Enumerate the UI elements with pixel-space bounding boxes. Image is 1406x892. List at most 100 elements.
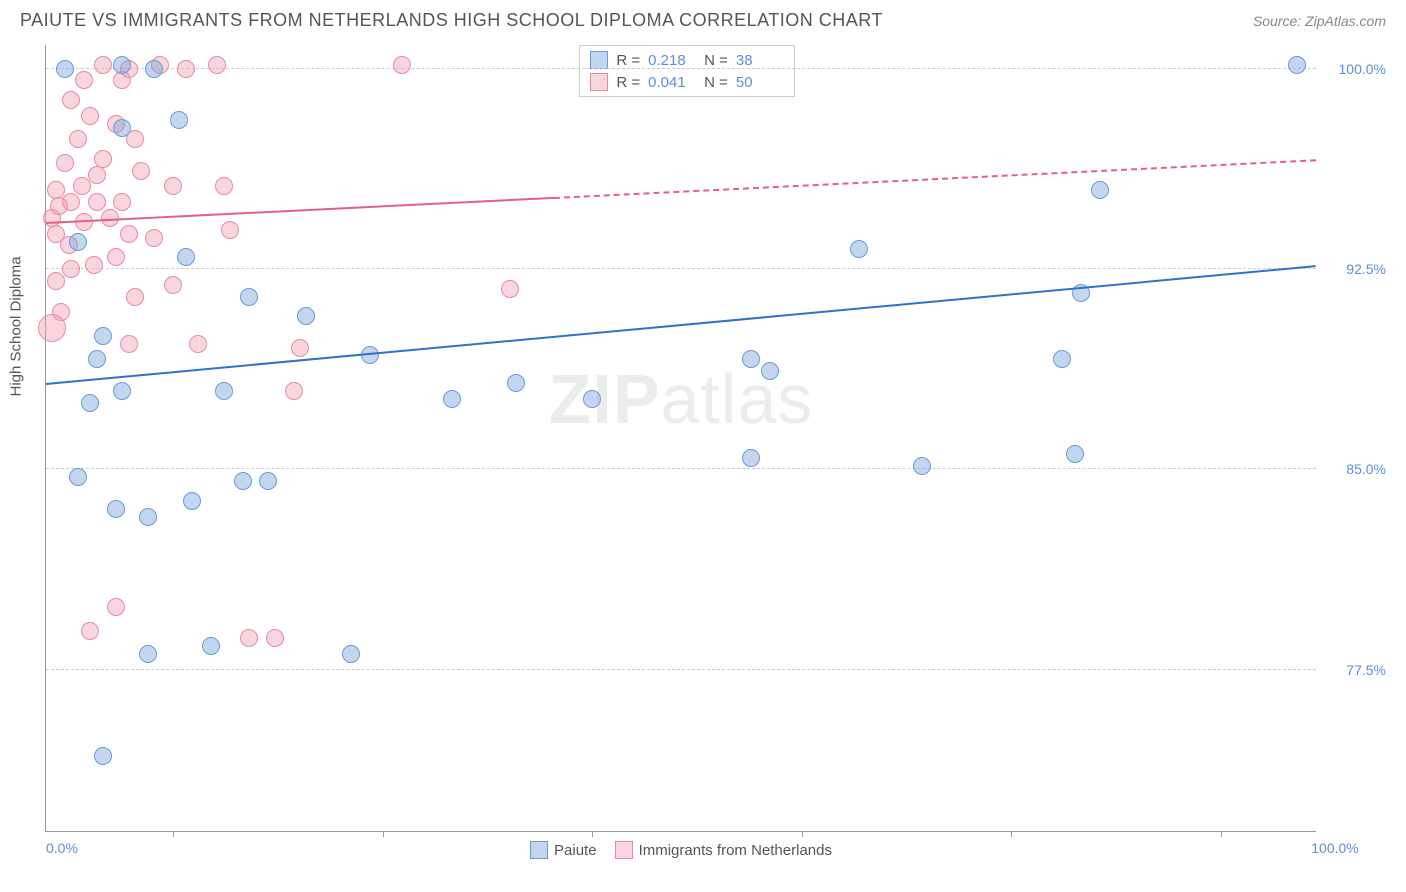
y-tick-label: 92.5% [1346, 261, 1386, 277]
y-axis-label: High School Diploma [8, 256, 25, 396]
data-point-blue [139, 508, 157, 526]
data-point-pink [221, 221, 239, 239]
data-point-pink [62, 260, 80, 278]
data-point-blue [761, 362, 779, 380]
n-value-blue: 38 [736, 52, 784, 69]
legend-label-blue: Paiute [554, 842, 597, 859]
data-point-blue [94, 327, 112, 345]
data-point-blue [113, 119, 131, 137]
data-point-pink [56, 154, 74, 172]
data-point-pink [132, 162, 150, 180]
data-point-blue [1288, 56, 1306, 74]
data-point-blue [56, 60, 74, 78]
data-point-blue [1066, 445, 1084, 463]
n-label: N = [704, 52, 728, 69]
data-point-pink [94, 56, 112, 74]
data-point-blue [850, 240, 868, 258]
grid-line [46, 268, 1316, 269]
y-tick-label: 77.5% [1346, 662, 1386, 678]
data-point-blue [297, 307, 315, 325]
swatch-blue-bottom [530, 841, 548, 859]
data-point-pink [208, 56, 226, 74]
data-point-pink [88, 166, 106, 184]
n-value-pink: 50 [736, 74, 784, 91]
data-point-pink [266, 629, 284, 647]
data-point-pink [120, 335, 138, 353]
data-point-blue [177, 248, 195, 266]
n-label: N = [704, 74, 728, 91]
data-point-pink [47, 181, 65, 199]
data-point-blue [81, 394, 99, 412]
data-point-blue [443, 390, 461, 408]
data-point-blue [913, 457, 931, 475]
data-point-blue [1091, 181, 1109, 199]
data-point-blue [507, 374, 525, 392]
data-point-pink [285, 382, 303, 400]
data-point-blue [145, 60, 163, 78]
data-point-pink [393, 56, 411, 74]
chart-plot-area: ZIPatlas High School Diploma R = 0.218 N… [45, 45, 1316, 832]
x-tick [383, 831, 384, 837]
data-point-pink [164, 177, 182, 195]
data-point-pink [240, 629, 258, 647]
data-point-pink [113, 71, 131, 89]
r-value-pink: 0.041 [648, 74, 696, 91]
data-point-pink [47, 272, 65, 290]
legend-label-pink: Immigrants from Netherlands [639, 842, 832, 859]
x-max-label: 100.0% [1311, 840, 1358, 856]
data-point-blue [240, 288, 258, 306]
data-point-pink [189, 335, 207, 353]
data-point-blue [170, 111, 188, 129]
r-value-blue: 0.218 [648, 52, 696, 69]
data-point-pink [177, 60, 195, 78]
data-point-pink [107, 598, 125, 616]
x-tick [173, 831, 174, 837]
data-point-pink [164, 276, 182, 294]
data-point-pink [215, 177, 233, 195]
source-label: Source: ZipAtlas.com [1253, 13, 1386, 29]
x-tick [802, 831, 803, 837]
data-point-blue [183, 492, 201, 510]
r-label: R = [616, 74, 640, 91]
x-tick [1011, 831, 1012, 837]
legend-item-blue: Paiute [530, 841, 597, 859]
legend-item-pink: Immigrants from Netherlands [615, 841, 832, 859]
data-point-blue [583, 390, 601, 408]
data-point-pink [73, 177, 91, 195]
data-point-pink [81, 107, 99, 125]
data-point-pink [62, 193, 80, 211]
data-point-pink [38, 314, 66, 342]
data-point-blue [742, 449, 760, 467]
data-point-pink [69, 130, 87, 148]
grid-line [46, 669, 1316, 670]
data-point-blue [215, 382, 233, 400]
data-point-blue [113, 382, 131, 400]
data-point-pink [126, 288, 144, 306]
data-point-blue [88, 350, 106, 368]
x-tick [1221, 831, 1222, 837]
legend-row-pink: R = 0.041 N = 50 [590, 71, 784, 93]
series-legend: Paiute Immigrants from Netherlands [530, 841, 832, 859]
data-point-blue [742, 350, 760, 368]
data-point-blue [202, 637, 220, 655]
x-min-label: 0.0% [46, 840, 78, 856]
chart-title: PAIUTE VS IMMIGRANTS FROM NETHERLANDS HI… [20, 10, 883, 31]
data-point-pink [107, 248, 125, 266]
data-point-blue [342, 645, 360, 663]
data-point-blue [94, 747, 112, 765]
data-point-blue [69, 468, 87, 486]
data-point-pink [75, 71, 93, 89]
grid-line [46, 68, 1316, 69]
data-point-pink [81, 622, 99, 640]
swatch-blue [590, 51, 608, 69]
data-point-blue [1053, 350, 1071, 368]
data-point-pink [113, 193, 131, 211]
data-point-pink [62, 91, 80, 109]
data-point-pink [145, 229, 163, 247]
data-point-pink [120, 225, 138, 243]
data-point-blue [259, 472, 277, 490]
data-point-pink [501, 280, 519, 298]
grid-line [46, 468, 1316, 469]
trend-line-blue [46, 265, 1316, 385]
data-point-blue [139, 645, 157, 663]
